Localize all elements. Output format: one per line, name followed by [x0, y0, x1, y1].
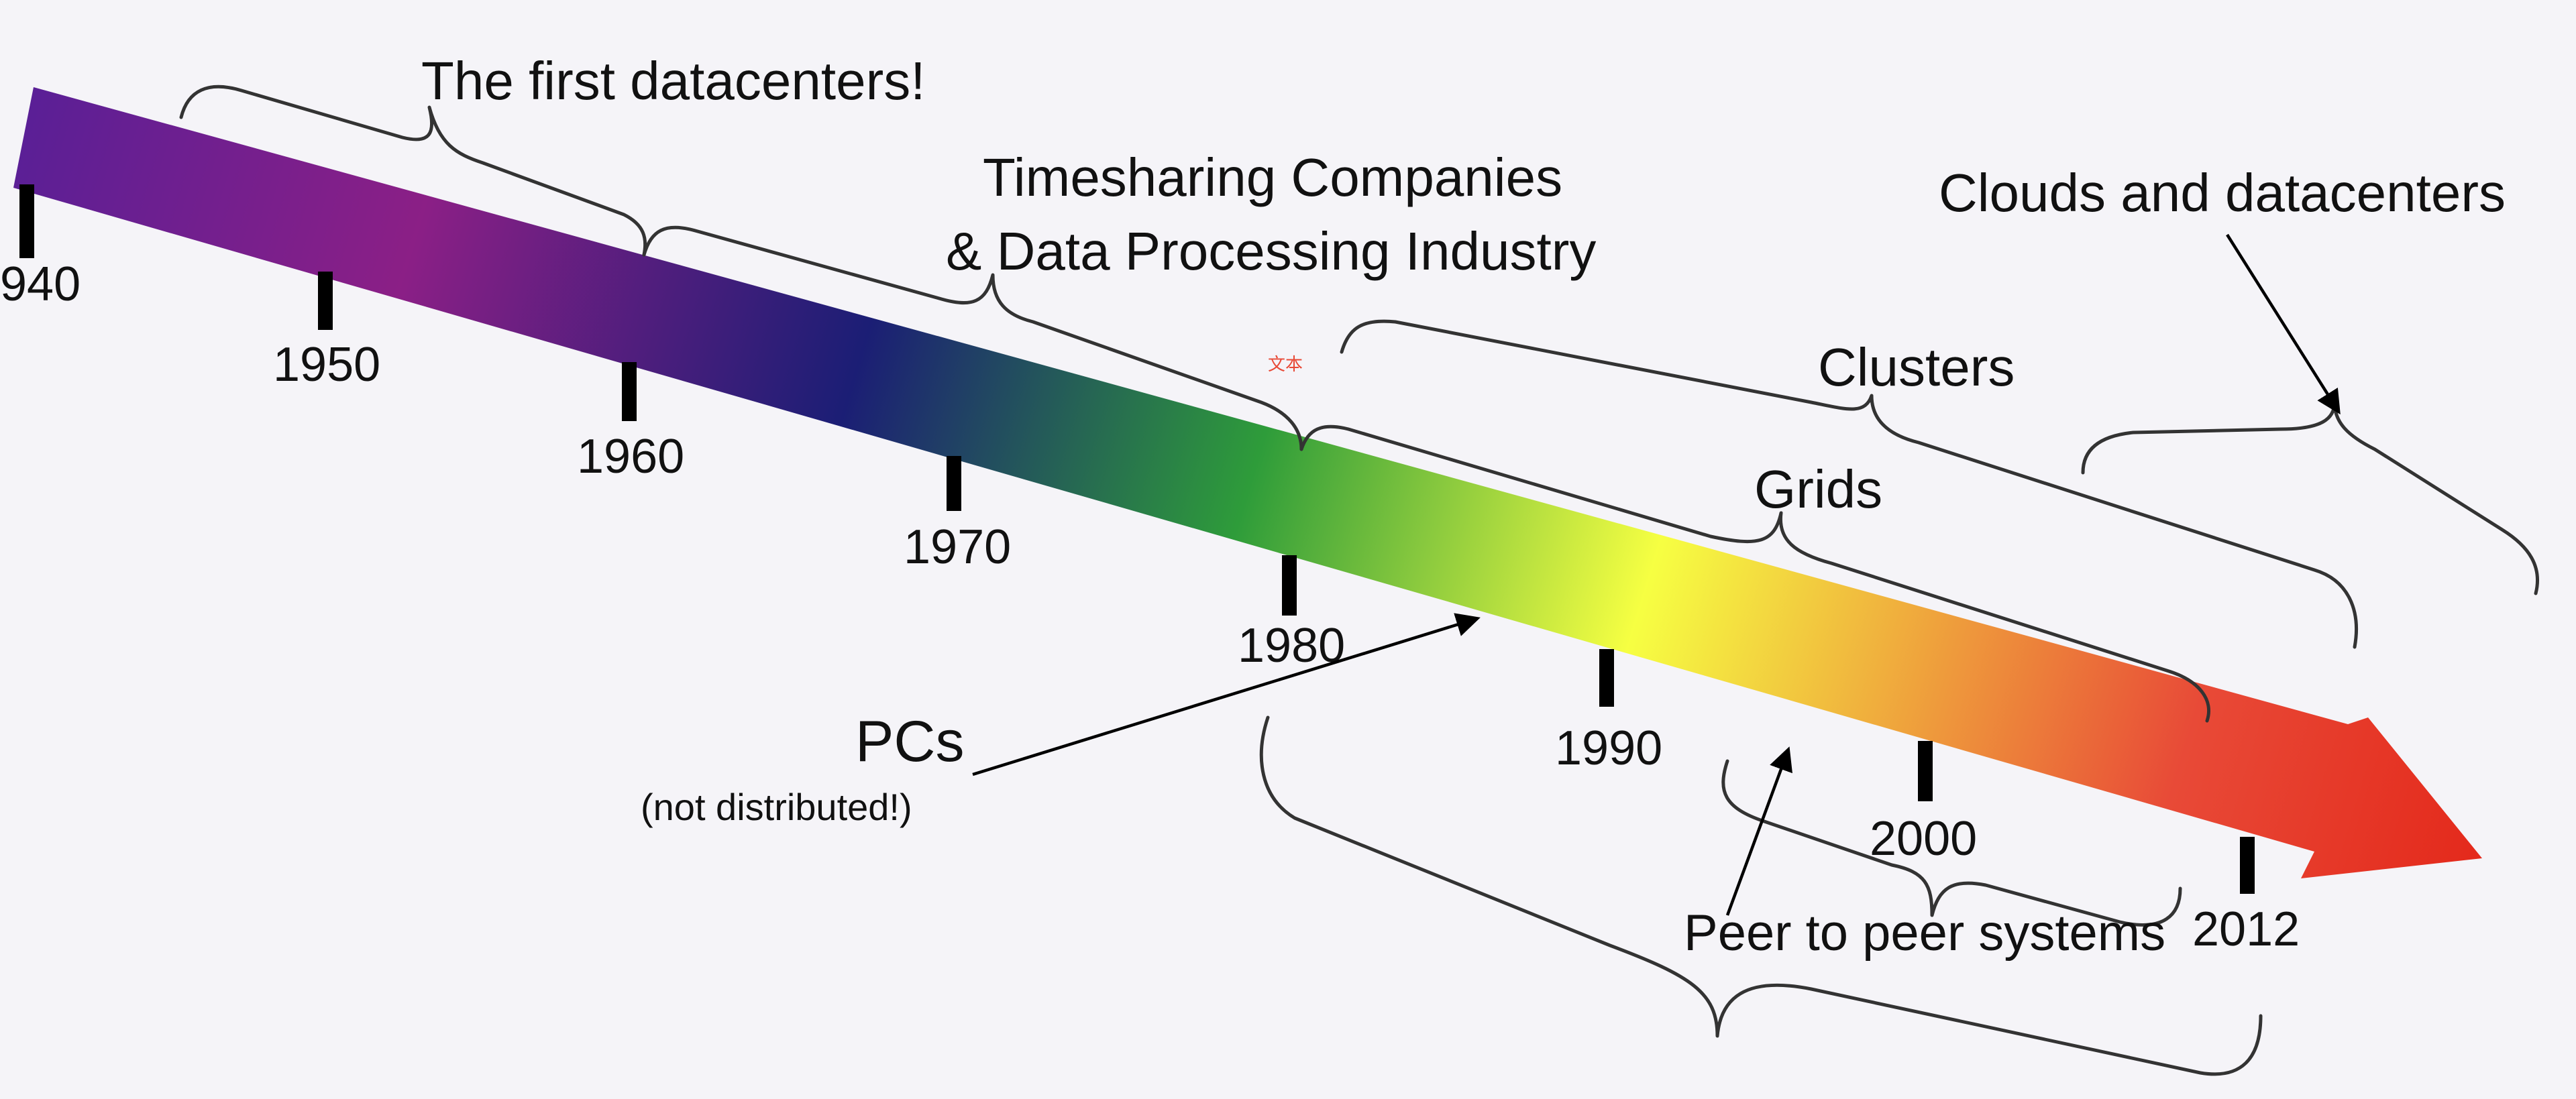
- pointer-arrows: [972, 233, 2341, 916]
- overlay-mark: 文本: [1268, 355, 1303, 375]
- year-label-2000: 2000: [1870, 812, 1977, 866]
- year-label-1950: 1950: [273, 338, 380, 392]
- year-label-1960: 1960: [577, 430, 684, 483]
- first-datacenters-label: The first datacenters!: [421, 51, 925, 111]
- pointer-p2p: [1725, 746, 1792, 916]
- p2p-label: Peer to peer systems: [1684, 905, 2165, 962]
- timeline-arrow: [13, 87, 2482, 878]
- brace-clusters: [1340, 319, 2358, 649]
- pointer-pcs: [972, 613, 1481, 776]
- year-label-1970: 1970: [904, 520, 1011, 574]
- clusters-label: Clusters: [1818, 337, 2015, 397]
- grids-label: Grids: [1754, 459, 1882, 519]
- brace-p2p: [1721, 759, 2182, 927]
- era-labels: The first datacenters! Timesharing Compa…: [421, 51, 2506, 962]
- brace-clouds: [2081, 400, 2540, 595]
- year-label-1940: 940: [0, 257, 80, 311]
- brace-pcs: [1259, 715, 2263, 1076]
- year-ticks: [19, 184, 2255, 894]
- clouds-label: Clouds and datacenters: [1939, 163, 2506, 223]
- pcs-label: PCs: [855, 709, 964, 774]
- brace-grids: [1299, 424, 2210, 723]
- brace-timesharing: [642, 225, 1303, 451]
- braces-below: [1259, 715, 2263, 1076]
- year-label-1990: 1990: [1555, 721, 1662, 775]
- pcs-note-label: (not distributed!): [641, 786, 912, 828]
- brace-first-datacenters: [179, 84, 647, 257]
- pointer-clouds: [2226, 233, 2341, 415]
- timesharing-label-line1: Timesharing Companies: [983, 148, 1562, 207]
- year-label-2012: 2012: [2192, 903, 2300, 956]
- year-labels: 940 1950 1960 1970 1980 1990 2000 2012: [0, 257, 2300, 956]
- timesharing-label-line2: & Data Processing Industry: [946, 221, 1596, 281]
